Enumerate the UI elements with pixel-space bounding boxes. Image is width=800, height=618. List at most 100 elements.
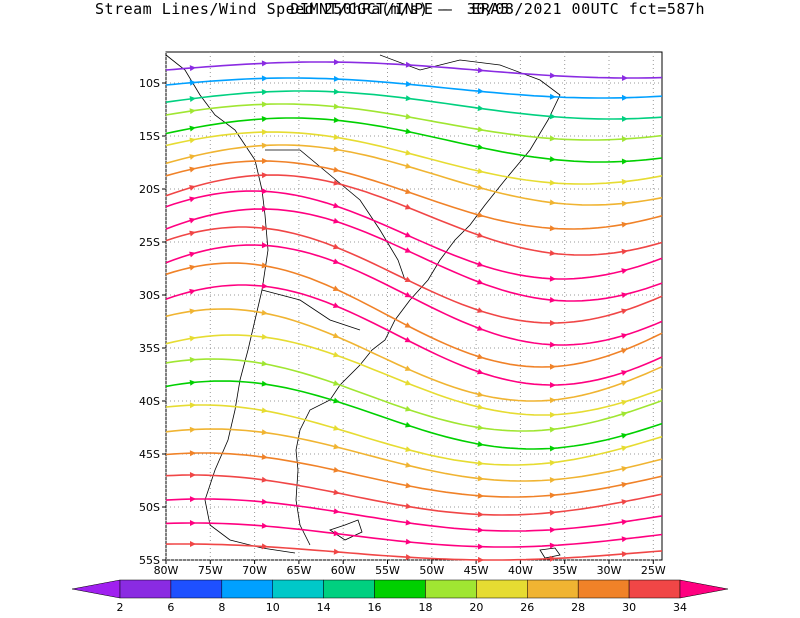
streamline-arrow — [405, 113, 412, 120]
streamline — [165, 522, 663, 548]
streamline-arrow — [549, 341, 556, 348]
streamline-arrow — [333, 134, 340, 140]
streamline — [165, 380, 663, 450]
streamline-arrow — [261, 453, 268, 460]
streamline-arrow — [549, 509, 556, 516]
lon-label: 55W — [375, 564, 400, 577]
streamline-arrow — [333, 530, 340, 537]
streamline-arrow — [189, 217, 196, 224]
streamline-arrow — [189, 450, 196, 457]
streamline-arrow — [189, 264, 196, 271]
color-bar-label: 16 — [368, 601, 382, 614]
streamline-arrow — [404, 247, 412, 253]
streamline-arrow — [405, 128, 412, 135]
streamline-arrow — [621, 136, 628, 143]
streamline-arrow — [261, 116, 268, 122]
streamline-arrow — [333, 88, 340, 95]
streamline-arrow — [332, 258, 340, 265]
streamline-arrow — [549, 542, 556, 549]
streamline-arrow — [621, 115, 628, 122]
lon-label: 65W — [286, 564, 311, 577]
streamline — [165, 144, 663, 206]
streamline-arrow — [621, 465, 628, 472]
streamline-arrow — [477, 441, 484, 447]
streamline-arrow — [477, 391, 484, 398]
streamline-arrow — [405, 95, 412, 102]
streamline-arrow — [189, 65, 196, 72]
streamline-arrow — [549, 382, 556, 388]
streamline-arrow — [189, 196, 196, 203]
streamline-arrow — [549, 179, 556, 186]
streamline-arrow — [477, 126, 484, 133]
lat-label: 55S — [139, 554, 160, 567]
streamline-arrow — [476, 368, 484, 375]
streamline — [165, 404, 663, 466]
color-bar-label: 26 — [520, 601, 534, 614]
lat-label: 50S — [139, 501, 160, 514]
streamline-arrow — [549, 72, 556, 79]
streamline-arrow — [549, 296, 556, 303]
streamline-arrow — [333, 117, 340, 123]
longitude-labels: 80W 75W 70W 65W 60W 55W 50W 45W 40W 35W 30W 25W — [154, 564, 666, 577]
streamline — [165, 262, 663, 368]
streamline-arrow — [621, 292, 628, 299]
streamline-arrow — [621, 519, 628, 526]
streamline — [165, 90, 663, 120]
lat-label: 45S — [139, 448, 160, 461]
streamline-arrow — [405, 461, 412, 468]
streamline-arrow — [549, 225, 556, 232]
streamline-arrow — [621, 94, 628, 101]
color-bar-segment — [272, 579, 324, 599]
streamlines — [165, 59, 663, 563]
color-bar-label: 30 — [622, 601, 636, 614]
color-bar-segment — [374, 579, 426, 599]
streamline-arrow — [332, 285, 340, 292]
streamline-arrow — [549, 477, 556, 483]
streamline-arrow — [333, 146, 340, 153]
streamline-arrow — [189, 472, 196, 478]
streamline-arrow — [549, 411, 556, 418]
streamline-arrow — [333, 466, 340, 473]
color-bar-segment — [476, 579, 528, 599]
streamline-arrow — [621, 370, 628, 376]
streamline-arrow — [549, 320, 556, 326]
lat-label: 35S — [139, 342, 160, 355]
streamline-arrow — [333, 75, 340, 82]
streamline-arrow — [333, 397, 340, 404]
streamline-arrow — [477, 403, 484, 410]
color-bar-left-triangle — [71, 579, 121, 599]
chart-title-line1: DIMNT/CGCT/INPE – ERA5 — [290, 0, 510, 18]
streamline-arrow — [621, 411, 628, 418]
lon-label: 80W — [154, 564, 179, 577]
streamline-arrow — [261, 188, 268, 195]
streamline-arrow — [405, 405, 412, 412]
streamline-arrow — [405, 446, 412, 452]
streamline-arrow — [477, 184, 484, 191]
streamline-arrow — [549, 113, 556, 120]
streamline-arrow — [261, 158, 268, 164]
streamline-arrow — [621, 178, 628, 185]
streamline-arrow — [549, 526, 556, 533]
streamline-arrow — [189, 288, 196, 295]
streamline-arrow — [333, 59, 340, 66]
streamline-arrow — [549, 445, 556, 452]
streamline — [165, 226, 663, 324]
streamline-arrow — [405, 149, 412, 156]
streamline-arrow — [261, 225, 268, 231]
streamline-arrow — [549, 459, 556, 466]
streamline-arrow — [404, 322, 412, 328]
lon-label: 70W — [242, 564, 267, 577]
streamline-arrow — [189, 520, 196, 526]
streamline-arrow — [261, 60, 268, 67]
color-bar-right-triangle — [679, 579, 729, 599]
streamline-arrow — [189, 79, 196, 86]
streamline-arrow — [405, 519, 412, 526]
lon-label: 45W — [464, 564, 489, 577]
lon-label: 35W — [552, 564, 577, 577]
streamline-arrow — [476, 232, 484, 238]
streamline-arrow — [189, 125, 196, 132]
streamline-arrow — [333, 425, 340, 431]
streamline-arrow — [477, 211, 484, 218]
streamline-arrow — [549, 397, 556, 404]
